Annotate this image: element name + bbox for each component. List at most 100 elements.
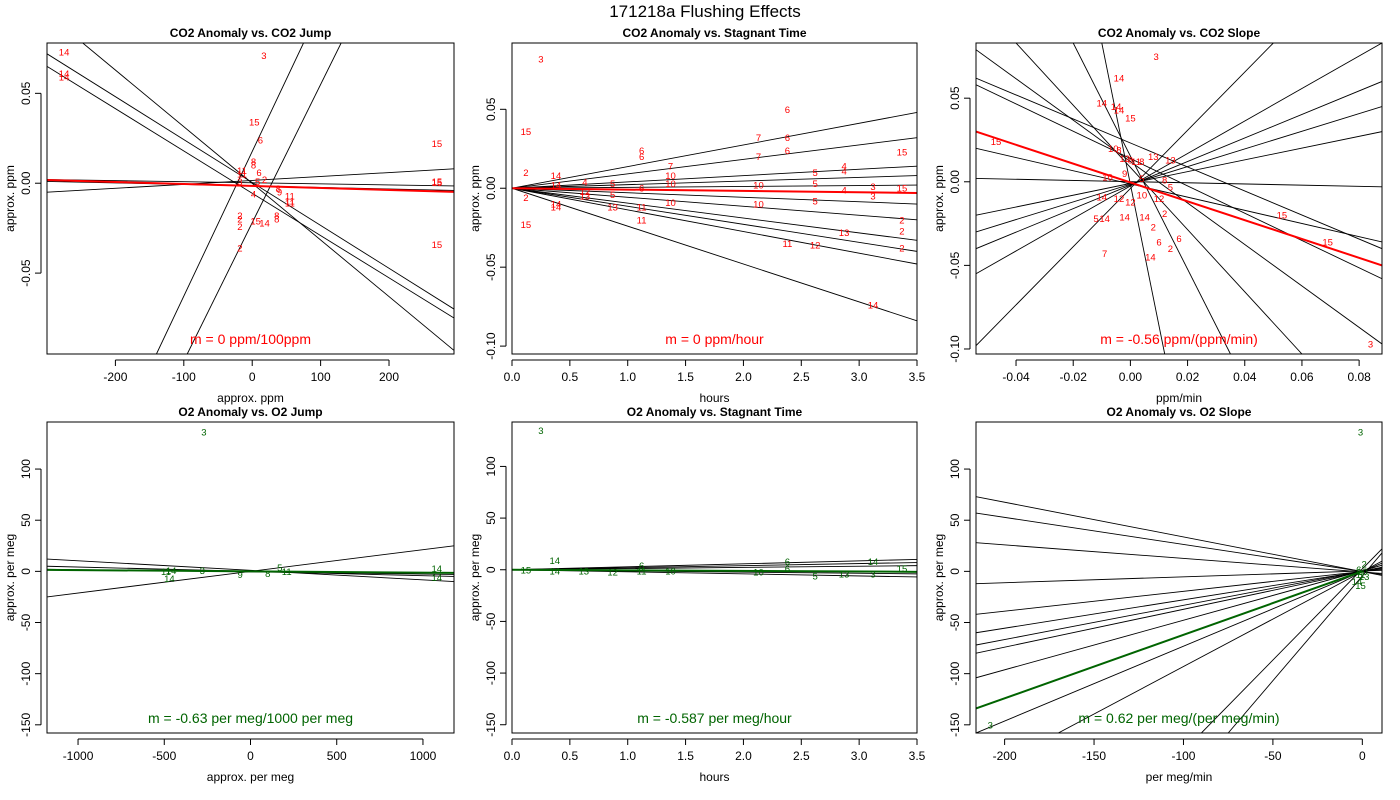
slope-annotation: m = 0 ppm/hour [665, 331, 764, 347]
regression-line [976, 566, 1382, 646]
data-point: 2 [899, 226, 904, 237]
data-point: 7 [668, 162, 673, 173]
data-point: 14 [1145, 253, 1156, 264]
x-axis-label: per meg/min [1146, 770, 1213, 784]
regression-line [512, 187, 917, 265]
x-tick-label: 0.5 [562, 749, 579, 763]
x-tick-label: 500 [327, 749, 347, 763]
x-tick-label: 1.0 [619, 370, 636, 384]
data-point: 2 [1162, 209, 1167, 220]
y-tick-label: -0.05 [19, 259, 33, 287]
data-point: 14 [431, 573, 442, 584]
data-point: 2 [1151, 222, 1156, 233]
regression-line [47, 65, 454, 319]
x-axis: 0.0 0.5 1.0 1.5 2.0 2.5 3.0 3.5 [504, 738, 926, 763]
regression-line [512, 187, 917, 241]
y-tick-label: 100 [948, 459, 962, 479]
fit-line [976, 570, 1363, 710]
plot-area: 3152215141414144121355136661111710101077… [512, 54, 917, 322]
x-tick-label: 2.0 [735, 370, 752, 384]
data-point: 15 [250, 216, 261, 227]
data-point: 5 [813, 196, 818, 207]
y-tick-label: 0.00 [19, 171, 33, 195]
data-point: 6 [785, 564, 790, 575]
regression-line [976, 564, 1382, 679]
data-point: 7 [1102, 249, 1107, 260]
data-point: 2 [899, 244, 904, 255]
data-point: 8 [274, 215, 279, 226]
data-point: 6 [785, 105, 790, 116]
data-point: 8 [1116, 146, 1121, 157]
x-axis: -1000 -500 0 500 1000 [63, 738, 437, 763]
chart-title: O2 Anomaly vs. Stagnant Time [627, 405, 803, 419]
x-axis-label: ppm/min [1156, 391, 1202, 405]
x-tick-label: 3.0 [851, 749, 868, 763]
y-axis: -150 -100 -50 0 50 100 [948, 459, 971, 737]
x-axis: -0.04 -0.02 0.00 0.02 0.04 0.06 0.08 [1002, 359, 1371, 384]
data-point: 11 [1131, 157, 1141, 168]
regression-line [976, 77, 1382, 250]
data-point: 11 [237, 166, 247, 177]
fit-line [47, 178, 454, 193]
fit-line [47, 568, 454, 574]
data-point: 11 [1356, 570, 1366, 581]
data-point: 8 [276, 184, 281, 195]
regression-line [976, 542, 1382, 574]
regression-line [976, 567, 1382, 634]
fit-line [976, 130, 1382, 267]
data-point: 3 [870, 192, 875, 203]
data-point: 11 [161, 567, 171, 578]
data-point: 3 [1153, 52, 1158, 63]
y-tick-label: 100 [484, 456, 498, 476]
fit-line [512, 568, 917, 573]
regression-line [976, 562, 1382, 733]
data-point: 5 [813, 168, 818, 179]
data-point: 10 [753, 200, 764, 211]
y-tick-label: 0 [19, 568, 33, 575]
data-point: 6 [785, 146, 790, 157]
regression-line [47, 179, 454, 187]
x-tick-label: -200 [103, 370, 127, 384]
regression-line [47, 168, 454, 193]
panels: CO2 Anomaly vs. CO2 Jump-200 -100 0 100 200a… [3, 26, 1383, 784]
y-tick-label: -0.05 [948, 251, 962, 279]
chart-panel-4: O2 Anomaly vs. O2 Jump-1000 -500 0 500 1000a… [3, 405, 455, 784]
regression-line [1227, 552, 1382, 733]
data-point: 6 [1156, 237, 1161, 248]
data-point: 14 [550, 566, 561, 577]
y-tick-label: 0.00 [948, 170, 962, 194]
x-tick-label: 0 [247, 749, 254, 763]
plot-frame [511, 42, 918, 355]
x-tick-label: -100 [1171, 749, 1195, 763]
data-point: 13 [1148, 152, 1159, 163]
data-point: 12 [1114, 194, 1125, 205]
data-point: 2 [1168, 244, 1173, 255]
regression-line [1015, 43, 1303, 354]
x-tick-label: 1.0 [619, 749, 636, 763]
data-point: 5 [1168, 182, 1173, 193]
data-point: 11 [637, 215, 647, 226]
data-point: 2 [899, 215, 904, 226]
data-point: 5 [277, 563, 282, 574]
data-point: 3 [870, 182, 875, 193]
data-point: 14 [1352, 577, 1363, 588]
data-point: 11 [285, 191, 295, 202]
regression-line [512, 558, 917, 571]
y-tick-label: -100 [484, 661, 498, 685]
data-point: 14 [1099, 214, 1110, 225]
data-point: 2 [523, 193, 528, 204]
data-point: 9 [277, 188, 282, 199]
x-axis: -200 -100 0 100 200 [103, 359, 399, 384]
regression-line [82, 43, 454, 351]
data-point: 14 [1119, 212, 1130, 223]
slope-annotation: m = -0.587 per meg/hour [637, 710, 792, 726]
y-tick-label: -100 [948, 661, 962, 685]
data-point: 5 [255, 177, 260, 188]
regression-line [512, 562, 917, 571]
x-tick-label: 0 [1359, 749, 1366, 763]
data-point: 15 [897, 564, 908, 575]
x-tick-label: 0.00 [1119, 370, 1143, 384]
regression-line [976, 106, 1382, 233]
regression-line [1101, 43, 1166, 354]
